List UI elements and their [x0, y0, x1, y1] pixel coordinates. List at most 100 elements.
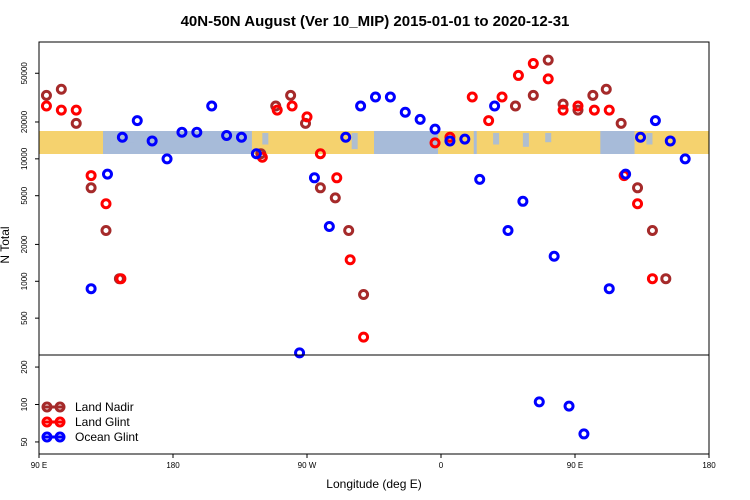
y-tick-label: 200: [20, 360, 29, 374]
point-land-nadir: [542, 54, 554, 66]
point-land-nadir: [85, 182, 97, 194]
legend-label-land-nadir: Land Nadir: [75, 400, 134, 414]
point-land-nadir: [572, 104, 584, 116]
legend-marker-land-glint: [54, 416, 66, 428]
point-land-nadir: [100, 224, 112, 236]
point-ocean-glint: [517, 195, 529, 207]
point-ocean-glint: [116, 131, 128, 143]
point-ocean-glint: [474, 173, 486, 185]
point-ocean-glint: [548, 250, 560, 262]
map-land: [251, 131, 374, 154]
point-land-glint: [572, 100, 584, 112]
point-land-glint: [512, 69, 524, 81]
point-ocean-glint: [161, 153, 173, 165]
point-land-nadir: [615, 117, 627, 129]
point-land-nadir: [557, 98, 569, 110]
map-coast: [128, 133, 135, 143]
map-coast: [110, 133, 117, 147]
point-land-glint: [85, 170, 97, 182]
point-ocean-glint: [308, 172, 320, 184]
point-ocean-glint: [355, 100, 367, 112]
y-tick-label: 2000: [20, 235, 29, 253]
legend-marker-ocean-glint: [54, 431, 66, 443]
legend-item-land-glint: Land Glint: [41, 415, 130, 429]
point-land-nadir: [509, 100, 521, 112]
y-tick-label: 1000: [20, 272, 29, 290]
point-ocean-glint: [679, 153, 691, 165]
point-ocean-glint: [620, 168, 632, 180]
point-land-glint: [344, 254, 356, 266]
x-tick-label: 180: [166, 461, 180, 470]
map-coast: [493, 133, 500, 145]
point-land-glint: [70, 104, 82, 116]
legend-marker-ocean-glint: [41, 431, 53, 443]
map-coast: [522, 133, 529, 147]
point-land-glint: [358, 331, 370, 343]
point-land-nadir: [329, 192, 341, 204]
y-tick-label: 20000: [20, 110, 29, 133]
point-land-glint: [314, 148, 326, 160]
point-ocean-glint: [294, 347, 306, 359]
map-coast: [351, 133, 358, 150]
point-ocean-glint: [85, 283, 97, 295]
point-ocean-glint: [459, 133, 471, 145]
point-ocean-glint: [221, 130, 233, 142]
point-ocean-glint: [384, 91, 396, 103]
point-ocean-glint: [489, 100, 501, 112]
point-land-glint: [527, 58, 539, 70]
point-land-glint: [115, 273, 127, 285]
y-tick-label: 50: [20, 437, 29, 446]
point-ocean-glint: [235, 131, 247, 143]
point-land-glint: [331, 172, 343, 184]
point-ocean-glint: [414, 113, 426, 125]
point-land-glint: [466, 91, 478, 103]
point-ocean-glint: [502, 224, 514, 236]
point-ocean-glint: [444, 135, 456, 147]
point-land-nadir: [285, 89, 297, 101]
point-ocean-glint: [399, 106, 411, 118]
point-ocean-glint: [101, 168, 113, 180]
point-ocean-glint: [664, 135, 676, 147]
point-ocean-glint: [563, 400, 575, 412]
y-tick-label: 5000: [20, 186, 29, 204]
point-ocean-glint: [369, 91, 381, 103]
point-land-nadir: [527, 89, 539, 101]
y-tick-label: 50000: [20, 62, 29, 85]
plot-frame: [38, 41, 710, 455]
legend-label-land-glint: Land Glint: [75, 415, 130, 429]
x-tick-label: 90 E: [567, 461, 583, 470]
point-land-glint: [483, 115, 495, 127]
point-land-nadir: [70, 117, 82, 129]
point-ocean-glint: [191, 126, 203, 138]
x-tick-label: 0: [439, 461, 444, 470]
legend-marker-land-glint: [41, 416, 53, 428]
point-ocean-glint: [176, 126, 188, 138]
point-ocean-glint: [429, 123, 441, 135]
point-land-glint: [557, 104, 569, 116]
world-map-strip: [39, 131, 709, 154]
y-tick-label: 500: [20, 311, 29, 325]
point-land-glint: [646, 273, 658, 285]
point-land-glint: [100, 198, 112, 210]
point-ocean-glint: [603, 283, 615, 295]
legend: Land Nadir Land Glint Ocean Glint: [41, 400, 139, 444]
point-ocean-glint: [340, 131, 352, 143]
map-coast: [646, 133, 653, 145]
point-land-nadir: [632, 182, 644, 194]
chart-title: 40N-50N August (Ver 10_MIP) 2015-01-01 t…: [181, 13, 570, 30]
point-land-glint: [603, 104, 615, 116]
point-land-nadir: [358, 288, 370, 300]
point-land-nadir: [646, 224, 658, 236]
x-tick-label: 180: [702, 461, 716, 470]
point-land-glint: [588, 104, 600, 116]
map-land: [39, 131, 104, 154]
point-land-glint: [496, 91, 508, 103]
x-tick-label: 90 E: [31, 461, 47, 470]
map-land: [634, 131, 709, 154]
point-land-glint: [542, 73, 554, 85]
point-land-nadir: [343, 224, 355, 236]
legend-item-land-nadir: Land Nadir: [41, 400, 134, 414]
point-land-nadir: [587, 89, 599, 101]
point-ocean-glint: [533, 396, 545, 408]
